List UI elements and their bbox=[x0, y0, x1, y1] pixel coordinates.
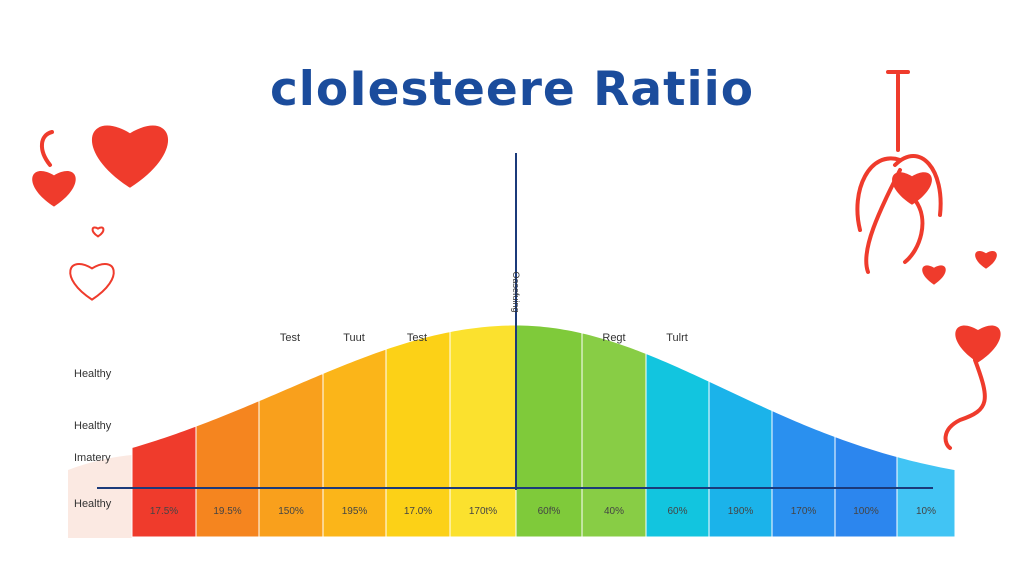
band-value-label: 170t% bbox=[468, 506, 498, 517]
chart-band bbox=[131, 425, 197, 538]
artery-lines bbox=[855, 154, 943, 274]
band-value-label: 170% bbox=[790, 506, 817, 517]
top-label: Test bbox=[406, 332, 428, 344]
side-label: Healthy bbox=[74, 368, 112, 380]
top-label: Tulrt bbox=[666, 332, 688, 344]
top-label: Test bbox=[279, 332, 301, 344]
band-value-label: 195% bbox=[341, 506, 368, 517]
chart-band bbox=[645, 352, 710, 538]
band-value-label: 17.0% bbox=[403, 506, 433, 517]
heart-icon bbox=[975, 251, 997, 269]
band-value-label: 100% bbox=[853, 506, 879, 517]
band-value-label: 17.5% bbox=[149, 506, 179, 517]
top-label: Regt bbox=[602, 332, 626, 344]
chart-band bbox=[896, 455, 956, 538]
band-value-label: 40% bbox=[603, 506, 625, 517]
heart-stem-line bbox=[40, 130, 54, 167]
left-pale-band bbox=[68, 455, 132, 538]
side-label: Healthy bbox=[74, 420, 112, 432]
heart-icon bbox=[922, 265, 946, 285]
side-label: Healthy bbox=[74, 498, 112, 510]
chart-band bbox=[708, 380, 773, 538]
band-value-label: 150% bbox=[278, 506, 304, 517]
band-value-label: 10% bbox=[915, 506, 937, 517]
top-label: Tuut bbox=[343, 332, 365, 344]
heart-icon bbox=[955, 325, 1001, 363]
heart-decorations bbox=[32, 70, 1001, 450]
band-value-label: 60f% bbox=[537, 506, 561, 517]
heart-organ-icon bbox=[892, 172, 932, 205]
band-value-label: 60% bbox=[667, 506, 688, 517]
center-line-label: Oasefuing bbox=[511, 271, 521, 313]
chart-title: cloIesteere Ratiio bbox=[269, 62, 755, 117]
heart-outline-icon bbox=[91, 226, 105, 238]
chart-band bbox=[771, 409, 836, 538]
side-label: Imatery bbox=[74, 452, 111, 464]
chart-band bbox=[385, 330, 451, 538]
heart-icon bbox=[32, 171, 76, 207]
chart-band bbox=[515, 324, 583, 538]
chart-band bbox=[258, 372, 324, 538]
chart-band bbox=[449, 324, 517, 538]
chart-band bbox=[834, 435, 898, 538]
chart-band bbox=[322, 348, 387, 538]
band-value-label: 19.5% bbox=[213, 506, 242, 517]
chart-band bbox=[581, 332, 647, 538]
chart-band bbox=[195, 399, 260, 538]
heart-tube-line bbox=[943, 358, 987, 450]
heart-icon bbox=[91, 125, 169, 188]
heart-outline-icon bbox=[69, 263, 115, 301]
band-value-label: 190% bbox=[727, 506, 754, 517]
